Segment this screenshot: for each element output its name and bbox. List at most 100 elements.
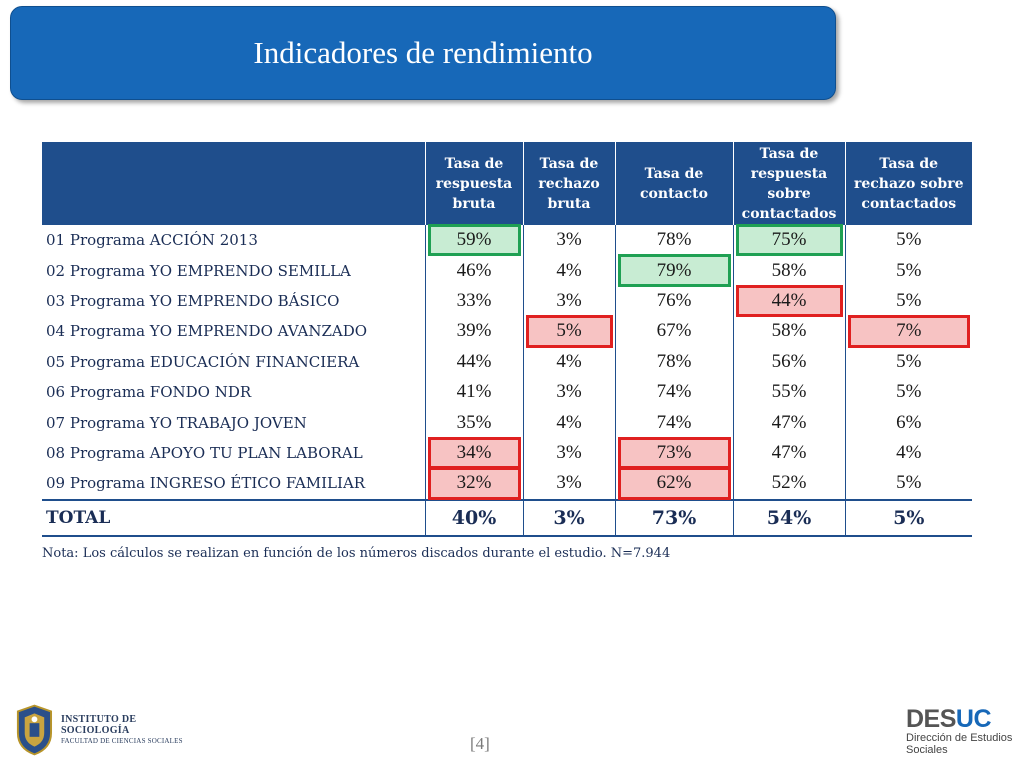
table-cell: 46% [425, 255, 524, 286]
table-cell-highlight-green: 79% [615, 254, 734, 288]
desuc-brand-part1: DES [906, 705, 956, 733]
indicators-table: Tasa de respuesta bruta Tasa de rechazo … [42, 142, 972, 537]
table-row: 01 Programa ACCIÓN 2013 59% 3% 78% 75% 5… [42, 223, 972, 257]
table-cell: 5% [896, 381, 922, 403]
row-label: 02 Programa YO EMPRENDO SEMILLA [42, 255, 426, 286]
table-cell: 74% [615, 376, 734, 408]
header-tasa-rechazo-contactados: Tasa de rechazo sobre contactados [845, 142, 972, 225]
slide-title-banner: Indicadores de rendimiento [10, 6, 836, 100]
table-cell: 6% [896, 411, 922, 433]
desuc-subtitle-line1: Dirección de Estudios [906, 732, 1013, 744]
cell-value: 75% [771, 229, 807, 251]
cell-value: 59% [456, 229, 492, 251]
table-cell: 35% [425, 407, 524, 438]
table-cell: 41% [425, 376, 524, 408]
header-tasa-respuesta-contactados: Tasa de respuesta sobre contactados [733, 142, 846, 225]
total-cell: 5% [845, 498, 972, 537]
row-label: 03 Programa YO EMPRENDO BÁSICO [42, 285, 426, 317]
desuc-subtitle-line2: Sociales [906, 744, 948, 756]
institute-text: INSTITUTO DE SOCIOLOGÍA FACULTAD DE CIEN… [61, 714, 204, 747]
table-cell: 5% [896, 350, 922, 372]
table-cell: 55% [733, 376, 846, 408]
row-label: 01 Programa ACCIÓN 2013 [42, 225, 426, 256]
table-cell: 3% [523, 376, 616, 408]
row-label: 04 Programa YO EMPRENDO AVANZADO [42, 316, 426, 347]
cell-value: 34% [456, 441, 492, 463]
header-tasa-respuesta-bruta: Tasa de respuesta bruta [425, 142, 524, 225]
total-cell: 40% [425, 498, 524, 537]
total-label: TOTAL [42, 498, 426, 537]
row-label: 06 Programa FONDO NDR [42, 376, 426, 408]
table-row: 03 Programa YO EMPRENDO BÁSICO 33% 3% 76… [42, 284, 972, 318]
table-cell: 44% [425, 346, 524, 377]
table-cell: 3% [523, 468, 616, 500]
table-row: 07 Programa YO TRABAJO JOVEN 35% 4% 74% … [42, 407, 972, 438]
table-cell-highlight-red: 5% [523, 315, 616, 348]
row-label: 07 Programa YO TRABAJO JOVEN [42, 407, 426, 438]
header-blank [42, 142, 426, 225]
table-cell: 4% [523, 255, 616, 286]
table-cell-highlight-green: 75% [733, 223, 846, 257]
table-cell-highlight-red: 62% [615, 467, 734, 500]
desuc-logo: DESUC Dirección de Estudios Sociales [906, 706, 1018, 764]
table-cell: 5% [896, 259, 922, 281]
instituto-sociologia-logo: INSTITUTO DE SOCIOLOGÍA FACULTAD DE CIEN… [14, 702, 204, 758]
table-cell: 3% [523, 285, 616, 317]
cell-value: 7% [896, 320, 922, 342]
table-cell: 58% [733, 255, 846, 286]
cell-value: 62% [656, 472, 692, 494]
desuc-brand: DESUC [906, 706, 1018, 732]
row-label: 08 Programa APOYO TU PLAN LABORAL [42, 437, 426, 469]
table-row: 08 Programa APOYO TU PLAN LABORAL 34% 3%… [42, 436, 972, 470]
desuc-brand-part2: UC [955, 705, 992, 733]
table-cell: 52% [733, 468, 846, 500]
cell-value: 79% [656, 259, 692, 281]
table-cell: 78% [615, 225, 734, 256]
table-cell: 47% [733, 407, 846, 438]
table-cell-highlight-green: 59% [425, 223, 524, 257]
table-cell: 4% [523, 346, 616, 377]
table-row: 09 Programa INGRESO ÉTICO FAMILIAR 32% 3… [42, 467, 972, 500]
table-cell: 58% [733, 316, 846, 347]
table-cell-highlight-red: 7% [845, 315, 972, 348]
table-cell: 47% [733, 437, 846, 469]
table-cell: 5% [896, 472, 922, 494]
table-cell: 5% [896, 229, 922, 251]
table-total-row: TOTAL 40% 3% 73% 54% 5% [42, 498, 972, 537]
table-cell: 3% [523, 437, 616, 469]
cell-value: 44% [771, 289, 807, 311]
table-cell: 4% [523, 407, 616, 438]
slide-title: Indicadores de rendimiento [253, 35, 593, 70]
header-tasa-rechazo-bruta: Tasa de rechazo bruta [523, 142, 616, 225]
table-cell: 4% [896, 441, 922, 463]
total-cell: 54% [733, 498, 846, 537]
row-label: 05 Programa EDUCACIÓN FINANCIERA [42, 346, 426, 377]
university-seal-icon [16, 704, 53, 756]
table-row: 04 Programa YO EMPRENDO AVANZADO 39% 5% … [42, 315, 972, 348]
table-cell: 78% [615, 346, 734, 377]
table-cell: 33% [425, 285, 524, 317]
row-label: 09 Programa INGRESO ÉTICO FAMILIAR [42, 468, 426, 500]
faculty-name: FACULTAD DE CIENCIAS SOCIALES [60, 736, 183, 745]
table-cell: 3% [523, 225, 616, 256]
page-number: [4] [470, 734, 490, 753]
cell-value: 32% [456, 472, 492, 494]
table-cell: 74% [615, 407, 734, 438]
total-cell: 3% [523, 498, 616, 537]
table-row: 05 Programa EDUCACIÓN FINANCIERA 44% 4% … [42, 346, 972, 377]
header-tasa-contacto: Tasa de contacto [615, 142, 734, 225]
table-row: 06 Programa FONDO NDR 41% 3% 74% 55% 5% [42, 376, 972, 408]
table-cell: 56% [733, 346, 846, 377]
table-cell: 39% [425, 316, 524, 347]
institute-name: INSTITUTO DE SOCIOLOGÍA [60, 713, 137, 736]
total-cell: 73% [615, 498, 734, 537]
table-cell-highlight-red: 32% [425, 467, 524, 500]
table-row: 02 Programa YO EMPRENDO SEMILLA 46% 4% 7… [42, 254, 972, 288]
table-header-row: Tasa de respuesta bruta Tasa de rechazo … [42, 142, 972, 225]
table-cell-highlight-red: 44% [733, 284, 846, 318]
table-note: Nota: Los cálculos se realizan en funció… [42, 546, 671, 561]
table-cell: 76% [615, 285, 734, 317]
table-cell: 5% [896, 289, 922, 311]
cell-value: 73% [656, 441, 692, 463]
cell-value: 5% [556, 320, 582, 342]
